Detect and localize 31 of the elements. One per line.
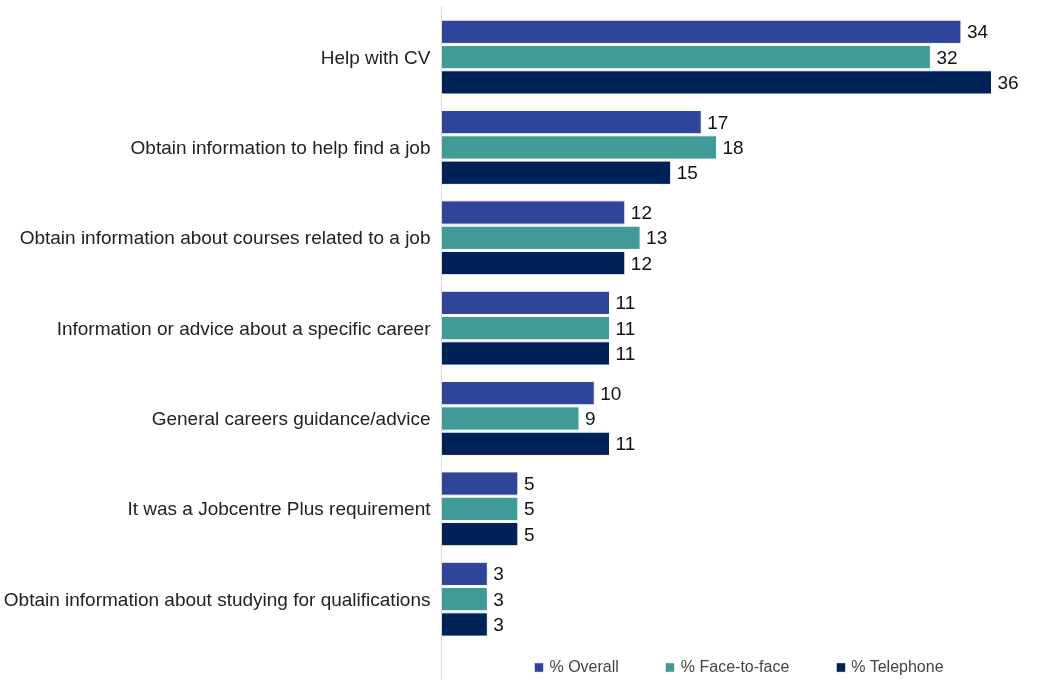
data-label: 3 xyxy=(493,588,504,610)
data-label: 3 xyxy=(493,613,504,635)
y-tick-label: It was a Jobcentre Plus requirement xyxy=(127,498,432,520)
data-label: 12 xyxy=(630,201,652,223)
y-tick-label: Help with CV xyxy=(320,46,431,68)
data-label: 15 xyxy=(676,162,698,184)
y-tick-label: Obtain information about courses related to a job xyxy=(19,227,431,249)
data-label: 11 xyxy=(615,292,636,314)
data-label: 13 xyxy=(646,227,668,249)
data-label: 17 xyxy=(707,111,729,133)
data-label: 18 xyxy=(722,136,744,158)
data-label: 12 xyxy=(630,252,652,274)
data-label: 11 xyxy=(615,342,636,364)
data-label: 34 xyxy=(966,21,989,43)
data-label: 10 xyxy=(600,382,622,404)
data-label: 32 xyxy=(936,46,958,68)
data-label: 36 xyxy=(997,71,1019,93)
data-label: 5 xyxy=(523,473,535,495)
data-label: 11 xyxy=(615,433,636,455)
legend-label: % Face-to-face xyxy=(680,658,790,676)
legend-label: % Overall xyxy=(549,658,619,676)
y-tick-label: Obtain information about studying for qualifications xyxy=(3,588,431,610)
legend-label: % Telephone xyxy=(851,658,944,676)
y-tick-label: Obtain information to help find a job xyxy=(130,136,431,158)
data-label: 3 xyxy=(493,563,504,585)
y-tick-label: Information or advice about a specific career xyxy=(56,317,432,339)
data-label: 11 xyxy=(615,317,636,339)
data-label: 5 xyxy=(523,498,535,520)
data-label: 5 xyxy=(523,523,535,545)
data-label: 9 xyxy=(585,407,596,429)
y-tick-label: General careers guidance/advice xyxy=(151,407,431,429)
